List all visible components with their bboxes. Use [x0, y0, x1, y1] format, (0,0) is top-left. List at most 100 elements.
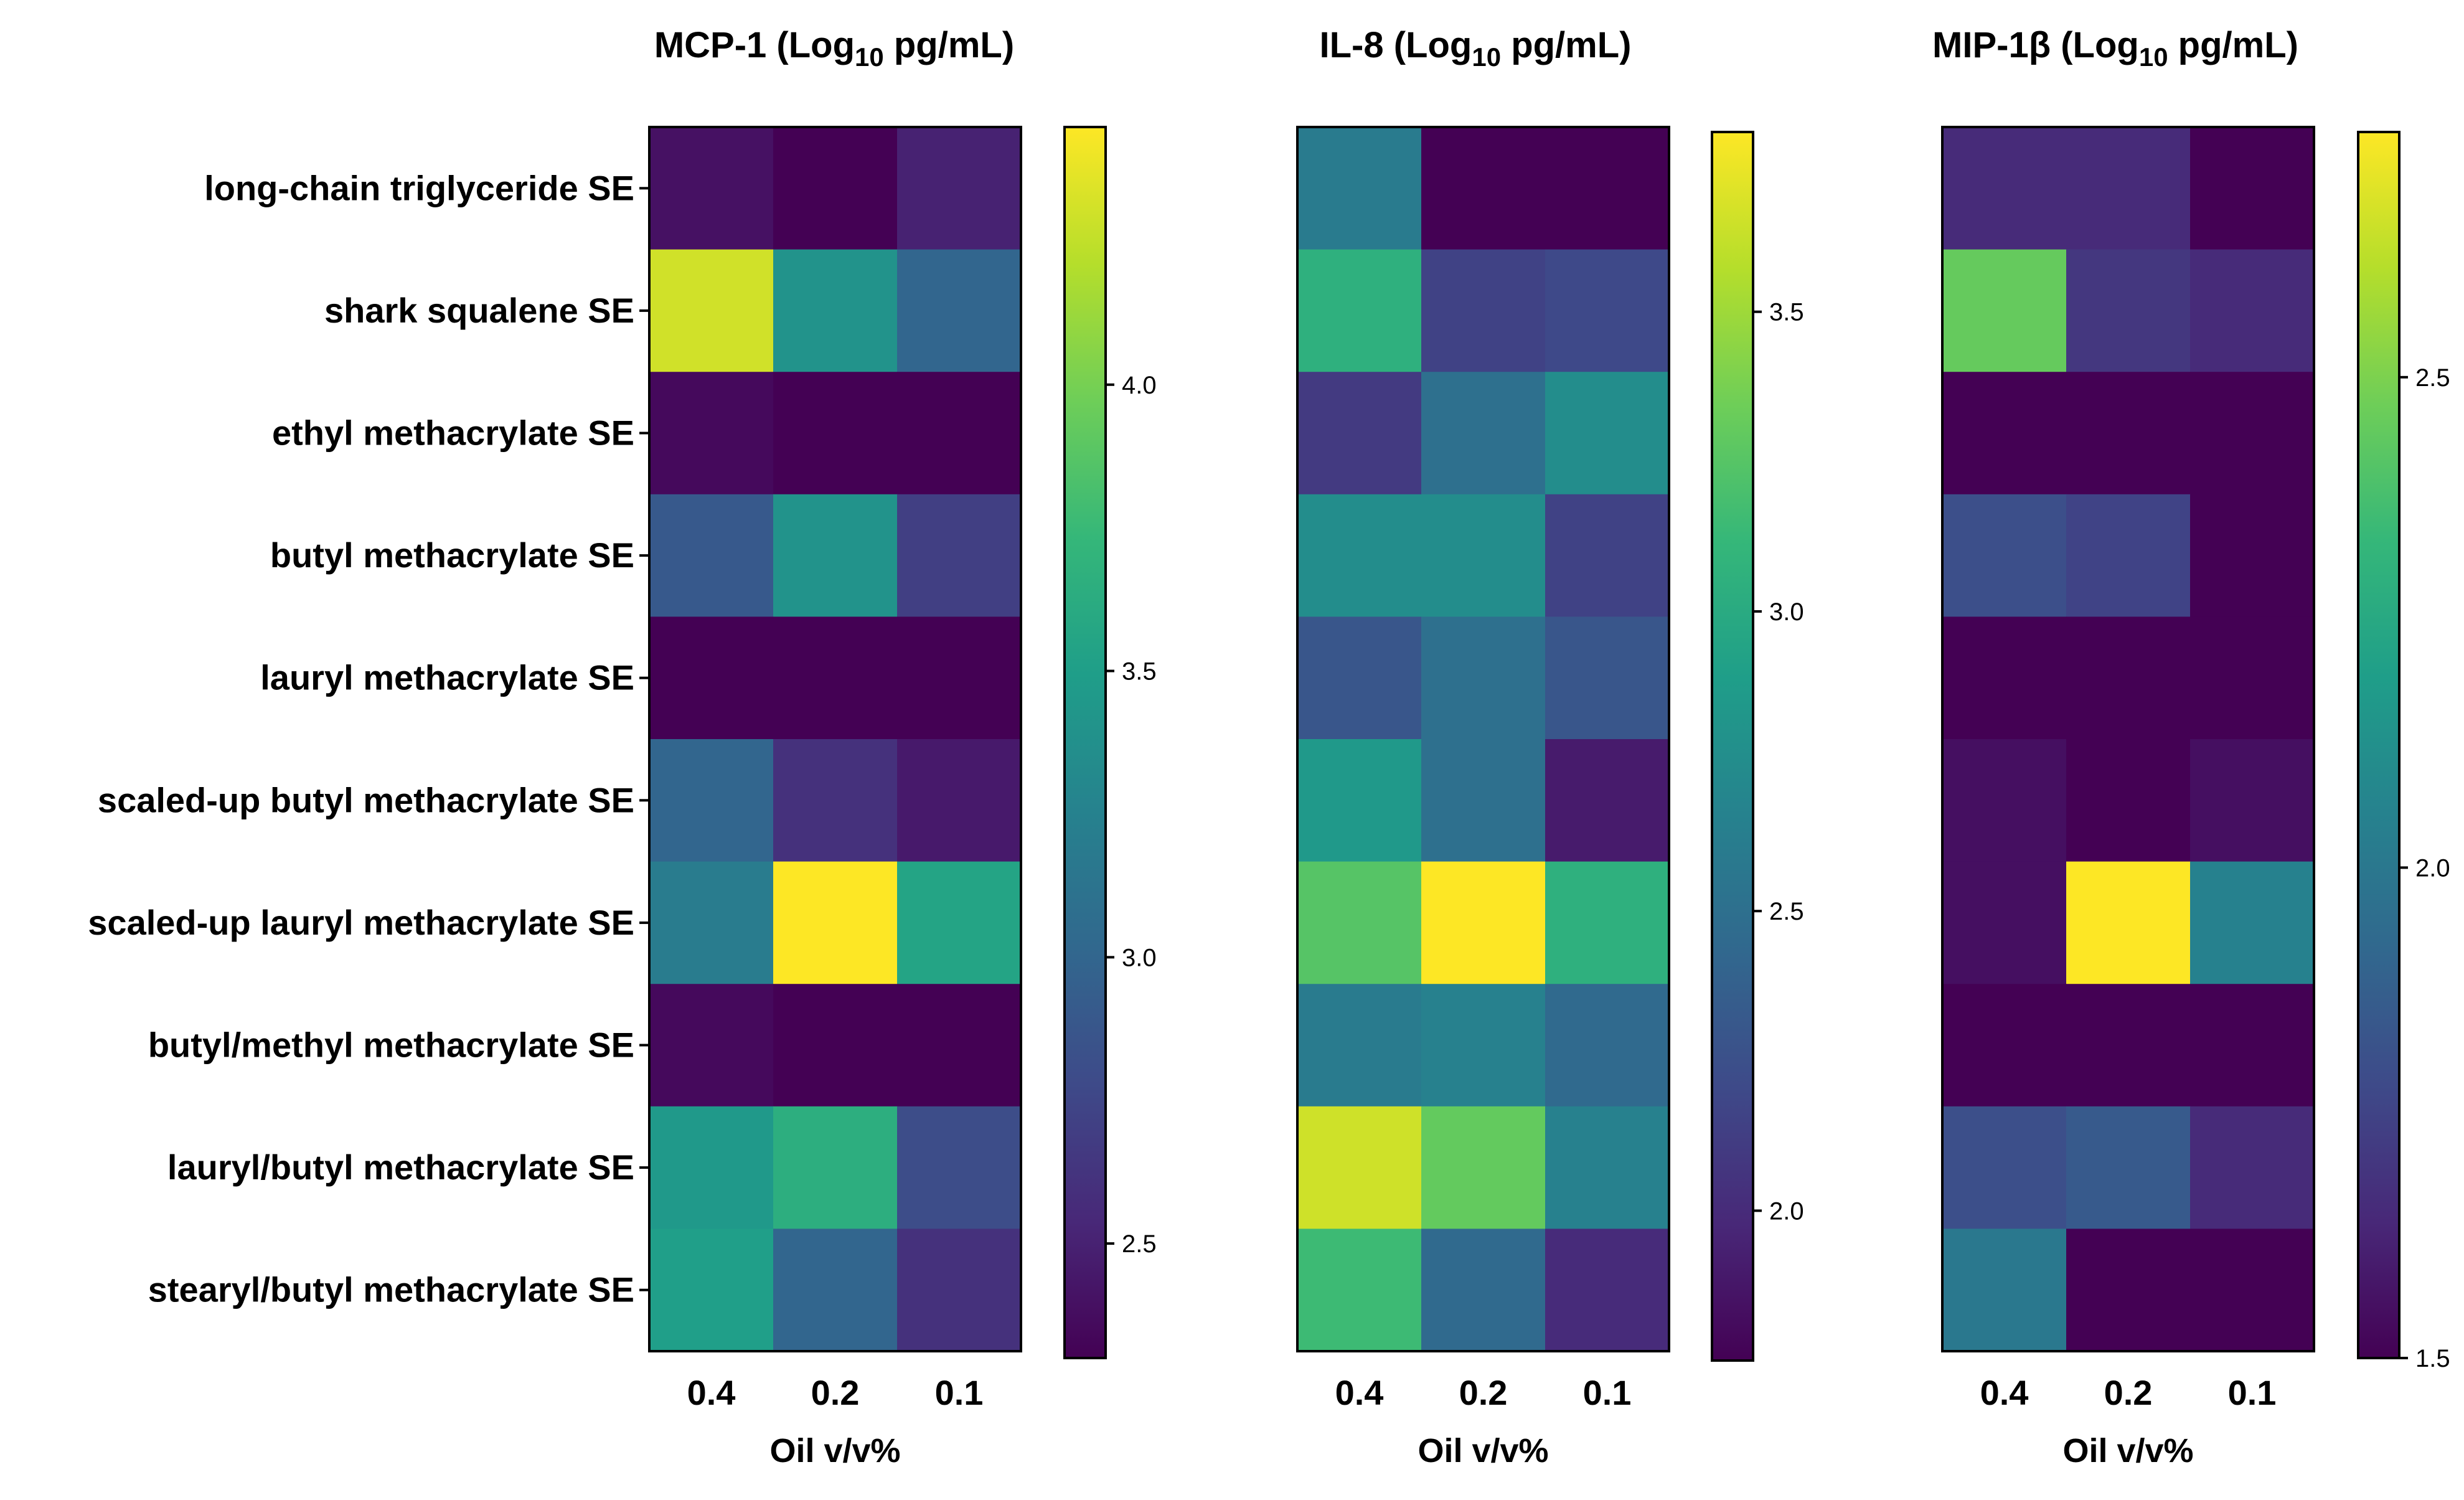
heatmap-cell: [1421, 1106, 1546, 1229]
heatmap-cell: [897, 127, 1022, 250]
row-label: lauryl methacrylate SE: [260, 658, 634, 697]
heatmap-cell: [2066, 249, 2191, 372]
heatmap-cell: [1421, 984, 1546, 1107]
row-label: scaled-up butyl methacrylate SE: [98, 780, 634, 819]
heatmap-cell: [649, 372, 774, 495]
panel-title-il8: IL-8 (Log10 pg/mL): [1320, 25, 1632, 72]
heatmap-cell: [773, 861, 898, 984]
heatmap-cell: [773, 1229, 898, 1352]
x-axis-title: Oil v/v%: [769, 1432, 900, 1469]
heatmap-cell: [1942, 372, 2067, 495]
heatmap-cell: [2066, 861, 2191, 984]
colorbar-tick-label: 3.5: [1769, 299, 1804, 326]
heatmap-cell: [2190, 127, 2315, 250]
heatmap-cell: [1942, 1106, 2067, 1229]
column-label: 0.1: [1583, 1373, 1632, 1412]
heatmap-cell: [2190, 616, 2315, 740]
heatmap-cell: [897, 739, 1022, 862]
heatmap-cell: [2066, 127, 2191, 250]
heatmap-cell: [1942, 494, 2067, 617]
heatmap-cell: [1421, 1229, 1546, 1352]
heatmap-cell: [649, 616, 774, 740]
row-label: ethyl methacrylate SE: [272, 413, 634, 453]
column-label: 0.4: [1335, 1373, 1384, 1412]
panel-title-mcp1: MCP-1 (Log10 pg/mL): [654, 25, 1014, 72]
heatmap-cell: [2190, 739, 2315, 862]
heatmap-cell: [1942, 616, 2067, 740]
column-label: 0.2: [811, 1373, 860, 1412]
panel-il8: 0.4 0.2 0.1 Oil v/v% 2.0 2.5 3.0 3.5: [1296, 126, 1804, 1469]
heatmap-cell: [1545, 861, 1670, 984]
colorbar-tick-label: 2.0: [2415, 854, 2450, 882]
colorbar-tick-label: 2.5: [1122, 1230, 1157, 1258]
heatmap-cell: [1942, 127, 2067, 250]
colorbar-tick-label: 2.5: [1769, 898, 1804, 925]
column-label: 0.4: [687, 1373, 736, 1412]
column-label: 0.2: [1459, 1373, 1508, 1412]
heatmap-cell: [1421, 249, 1546, 372]
heatmap-cell: [1942, 861, 2067, 984]
heatmap-cell: [773, 1106, 898, 1229]
column-label: 0.1: [2228, 1373, 2277, 1412]
row-label: scaled-up lauryl methacrylate SE: [88, 903, 634, 942]
heatmap-cell: [2190, 494, 2315, 617]
heatmap-cell: [897, 494, 1022, 617]
heatmap-cell: [1297, 249, 1422, 372]
heatmap-cell: [649, 1106, 774, 1229]
heatmap-cell: [773, 127, 898, 250]
heatmap-cell: [1421, 616, 1546, 740]
row-label: butyl/methyl methacrylate SE: [148, 1026, 634, 1065]
x-axis-title: Oil v/v%: [2062, 1432, 2193, 1469]
heatmap-cell: [773, 249, 898, 372]
heatmap-cell: [1545, 127, 1670, 250]
heatmap-cell: [1545, 1106, 1670, 1229]
heatmap-cell: [649, 739, 774, 862]
heatmap-cell: [649, 984, 774, 1107]
heatmap-frame: [1941, 126, 2315, 1352]
heatmap-cell: [1942, 1229, 2067, 1352]
heatmap-cell: [2066, 616, 2191, 740]
heatmap-cell: [1545, 984, 1670, 1107]
heatmap-cell: [1421, 372, 1546, 495]
heatmap-cell: [897, 1106, 1022, 1229]
heatmap-cell: [2066, 494, 2191, 617]
heatmap-cell: [649, 494, 774, 617]
heatmap-cell: [2190, 1106, 2315, 1229]
heatmap-cell: [649, 249, 774, 372]
heatmap-cell: [897, 616, 1022, 740]
heatmap-cell: [2190, 984, 2315, 1107]
row-label: lauryl/butyl methacrylate SE: [167, 1148, 634, 1187]
heatmap-cell: [1297, 494, 1422, 617]
heatmap-cell: [1297, 861, 1422, 984]
heatmap-cell: [1545, 1229, 1670, 1352]
heatmap-cell: [649, 1229, 774, 1352]
heatmap-cell: [1421, 127, 1546, 250]
colorbar: [1711, 131, 1754, 1362]
heatmap-cell: [1942, 249, 2067, 372]
heatmap-cell: [2066, 1106, 2191, 1229]
column-label: 0.1: [935, 1373, 984, 1412]
column-label: 0.2: [2104, 1373, 2153, 1412]
colorbar: [2357, 131, 2401, 1359]
heatmap-cell: [1297, 616, 1422, 740]
heatmap-cell: [1545, 372, 1670, 495]
heatmap-cell: [897, 249, 1022, 372]
heatmap-cell: [1421, 861, 1546, 984]
colorbar-tick-label: 2.0: [1769, 1197, 1804, 1225]
colorbar-tick-label: 3.0: [1769, 598, 1804, 626]
panel-mip1b: 0.4 0.2 0.1 Oil v/v% 1.5 2.0 2.5: [1941, 126, 2450, 1469]
colorbar: [1063, 126, 1107, 1359]
heatmap-cell: [649, 861, 774, 984]
heatmap-cell: [773, 984, 898, 1107]
heatmap-cell: [1421, 739, 1546, 862]
row-label: long-chain triglyceride SE: [204, 168, 634, 207]
column-label: 0.4: [1980, 1373, 2029, 1412]
heatmap-cell: [2190, 1229, 2315, 1352]
heatmap-cell: [2066, 984, 2191, 1107]
heatmap-cell: [2190, 861, 2315, 984]
heatmap-cell: [1297, 372, 1422, 495]
heatmap-cell: [2190, 372, 2315, 495]
colorbar-tick-label: 3.0: [1122, 944, 1157, 971]
heatmap-cell: [773, 494, 898, 617]
